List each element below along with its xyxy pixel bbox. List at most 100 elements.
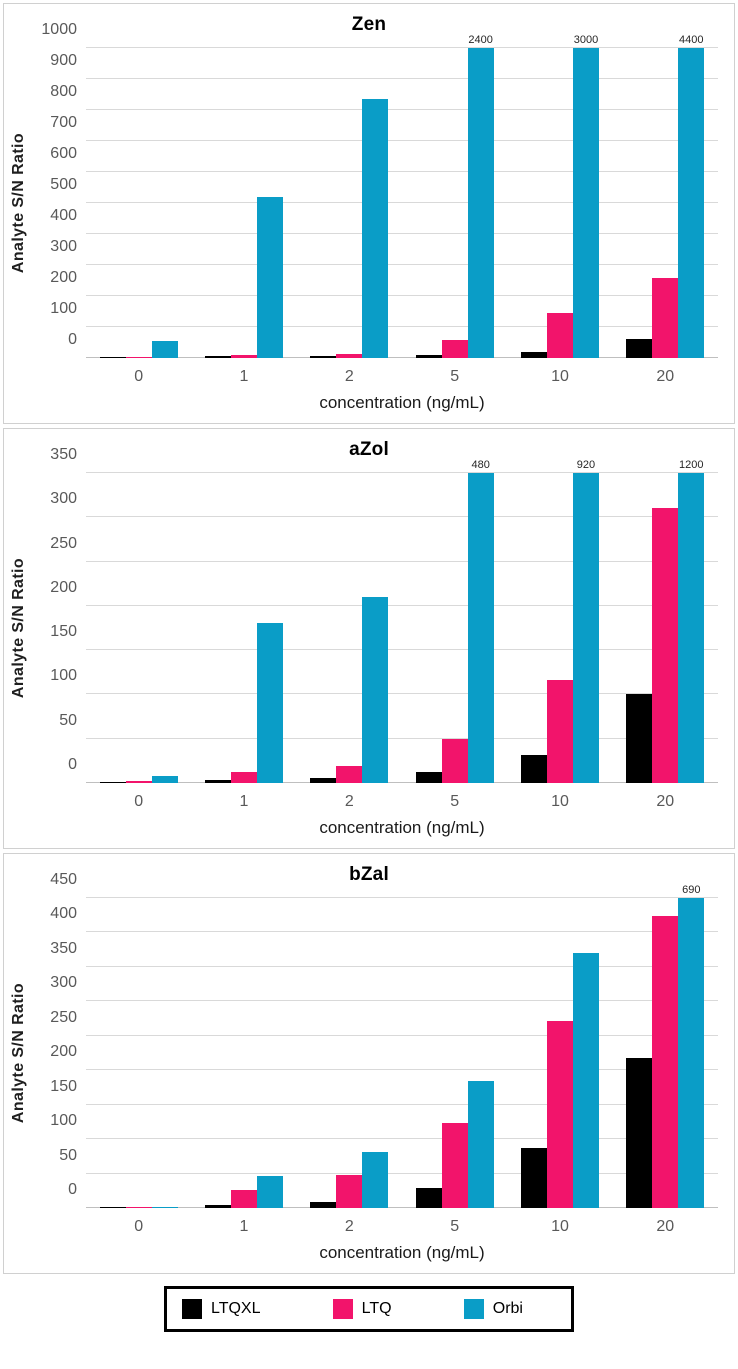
gridline <box>86 171 718 172</box>
legend-label: LTQ <box>361 1300 392 1317</box>
bar-orbi-2 <box>362 99 389 358</box>
bar-ltqxl-5 <box>415 354 442 358</box>
gridline <box>86 931 718 933</box>
gridline <box>86 78 718 79</box>
bar-ltq-20 <box>652 278 679 358</box>
x-tick-label: 10 <box>551 368 569 385</box>
y-tick-label: 100 <box>50 1112 77 1130</box>
chart-title: bZal <box>349 864 389 885</box>
y-tick-label: 250 <box>50 534 77 552</box>
bar-ltq-2 <box>336 1174 363 1208</box>
legend-label: Orbi <box>492 1300 523 1317</box>
bar-groups: 2400 3000 4400 <box>86 34 718 358</box>
x-tick-label: 0 <box>134 1218 144 1235</box>
y-tick-label: 200 <box>50 269 77 286</box>
x-axis-line <box>86 357 718 358</box>
bar-orbi-20: 690 <box>678 884 705 1208</box>
gridline <box>86 737 718 739</box>
x-tick-label: 0 <box>134 793 144 810</box>
bar-ltqxl-1 <box>204 780 231 783</box>
plot-area: 2400 3000 4400 <box>86 34 718 358</box>
bar-ltq-10 <box>546 1020 573 1208</box>
bar-orbi-1 <box>256 622 283 783</box>
bar-orbi-10: 920 <box>572 459 599 783</box>
x-tick-label: 10 <box>551 1218 569 1235</box>
y-tick-label: 300 <box>50 974 77 992</box>
y-axis-title: Analyte S/N Ratio <box>4 898 34 1208</box>
bar-group-1 <box>191 48 296 358</box>
gridline <box>86 897 718 898</box>
y-tick-label: 700 <box>50 114 77 131</box>
bar-ltq-5 <box>441 340 468 358</box>
bar-ltq-2 <box>336 766 363 783</box>
bar-orbi-0 <box>151 340 178 358</box>
gridline <box>86 202 718 203</box>
gridline <box>86 326 718 327</box>
bar-ltqxl-2 <box>310 777 337 783</box>
y-axis-ticks: 0 50 100 150 200 250 300 350 <box>34 446 86 783</box>
bar-ltq-5 <box>441 1123 468 1208</box>
bar-orbi-1 <box>256 1175 283 1208</box>
y-tick-label: 150 <box>50 1077 77 1095</box>
legend-item-ltqxl: LTQXL <box>182 1299 261 1319</box>
bar-orbi-20: 1200 <box>678 459 705 783</box>
x-axis-title: concentration (ng/mL) <box>319 818 485 837</box>
gridline <box>86 1069 718 1071</box>
bar-group-1 <box>191 473 296 783</box>
gridline <box>86 47 718 48</box>
gridline <box>86 109 718 110</box>
x-tick-label: 20 <box>656 793 675 810</box>
gridline <box>86 693 718 695</box>
legend-swatch-orbi <box>463 1299 484 1319</box>
bar-ltqxl-20 <box>626 693 653 783</box>
y-tick-label: 350 <box>50 939 77 957</box>
chart-panel-zen: Zen Analyte S/N Ratio 0 100 200 300 400 500 600 7… <box>3 3 735 424</box>
bar-orbi-5: 2400 <box>467 34 494 358</box>
bar-ltq-1 <box>230 355 257 358</box>
x-tick-label: 20 <box>656 368 675 385</box>
bar-ltqxl-10 <box>520 351 547 358</box>
bar-group-2 <box>297 48 402 358</box>
plot-area: 480 920 1200 <box>86 459 718 783</box>
y-tick-label: 0 <box>68 331 77 348</box>
bar-value-label: 920 <box>576 459 596 471</box>
bar-group-0 <box>86 48 191 358</box>
x-tick-label: 10 <box>551 793 569 810</box>
chart-body: Analyte S/N Ratio 0 50 100 150 200 250 300 350 48… <box>4 446 734 783</box>
gridline <box>86 965 718 967</box>
x-axis-title: concentration (ng/mL) <box>319 393 485 412</box>
y-tick-label: 250 <box>50 1008 77 1026</box>
bar-ltqxl-1 <box>204 1205 231 1208</box>
y-tick-label: 1000 <box>41 21 77 38</box>
x-axis-line <box>86 1207 718 1208</box>
bar-ltqxl-2 <box>310 1201 337 1208</box>
bar-ltq-0 <box>125 356 152 358</box>
gridline <box>86 295 718 296</box>
x-tick-label: 20 <box>656 1218 675 1235</box>
gridline <box>86 1000 718 1002</box>
y-tick-label: 200 <box>50 578 77 596</box>
chart-panel-bzal: bZal Analyte S/N Ratio 0 50 100 150 200 250 300 3… <box>3 853 735 1274</box>
bar-ltqxl-10 <box>520 754 547 783</box>
x-tick-label: 1 <box>239 793 249 810</box>
bar-orbi-2 <box>362 1151 389 1208</box>
bar-ltqxl-5 <box>415 1188 442 1208</box>
x-tick-label: 2 <box>344 1218 354 1235</box>
bar-groups: 690 <box>86 884 718 1208</box>
x-tick-label: 5 <box>450 368 460 385</box>
gridline <box>86 604 718 606</box>
bar-ltqxl-0 <box>99 1207 126 1208</box>
bar-group-5: 480 <box>402 459 507 783</box>
bar-ltqxl-0 <box>99 782 126 783</box>
legend-swatch-ltqxl <box>182 1299 202 1319</box>
y-tick-label: 800 <box>50 83 77 100</box>
bar-ltq-20 <box>652 508 679 783</box>
bar-value-label: 690 <box>682 884 701 896</box>
bar-group-20: 1200 <box>613 459 718 783</box>
bar-group-5: 2400 <box>402 34 507 358</box>
y-tick-label: 0 <box>68 1181 77 1198</box>
bar-value-label: 3000 <box>573 34 599 46</box>
bar-orbi-1 <box>256 196 283 358</box>
gridline <box>86 516 718 518</box>
y-tick-label: 150 <box>50 623 77 641</box>
